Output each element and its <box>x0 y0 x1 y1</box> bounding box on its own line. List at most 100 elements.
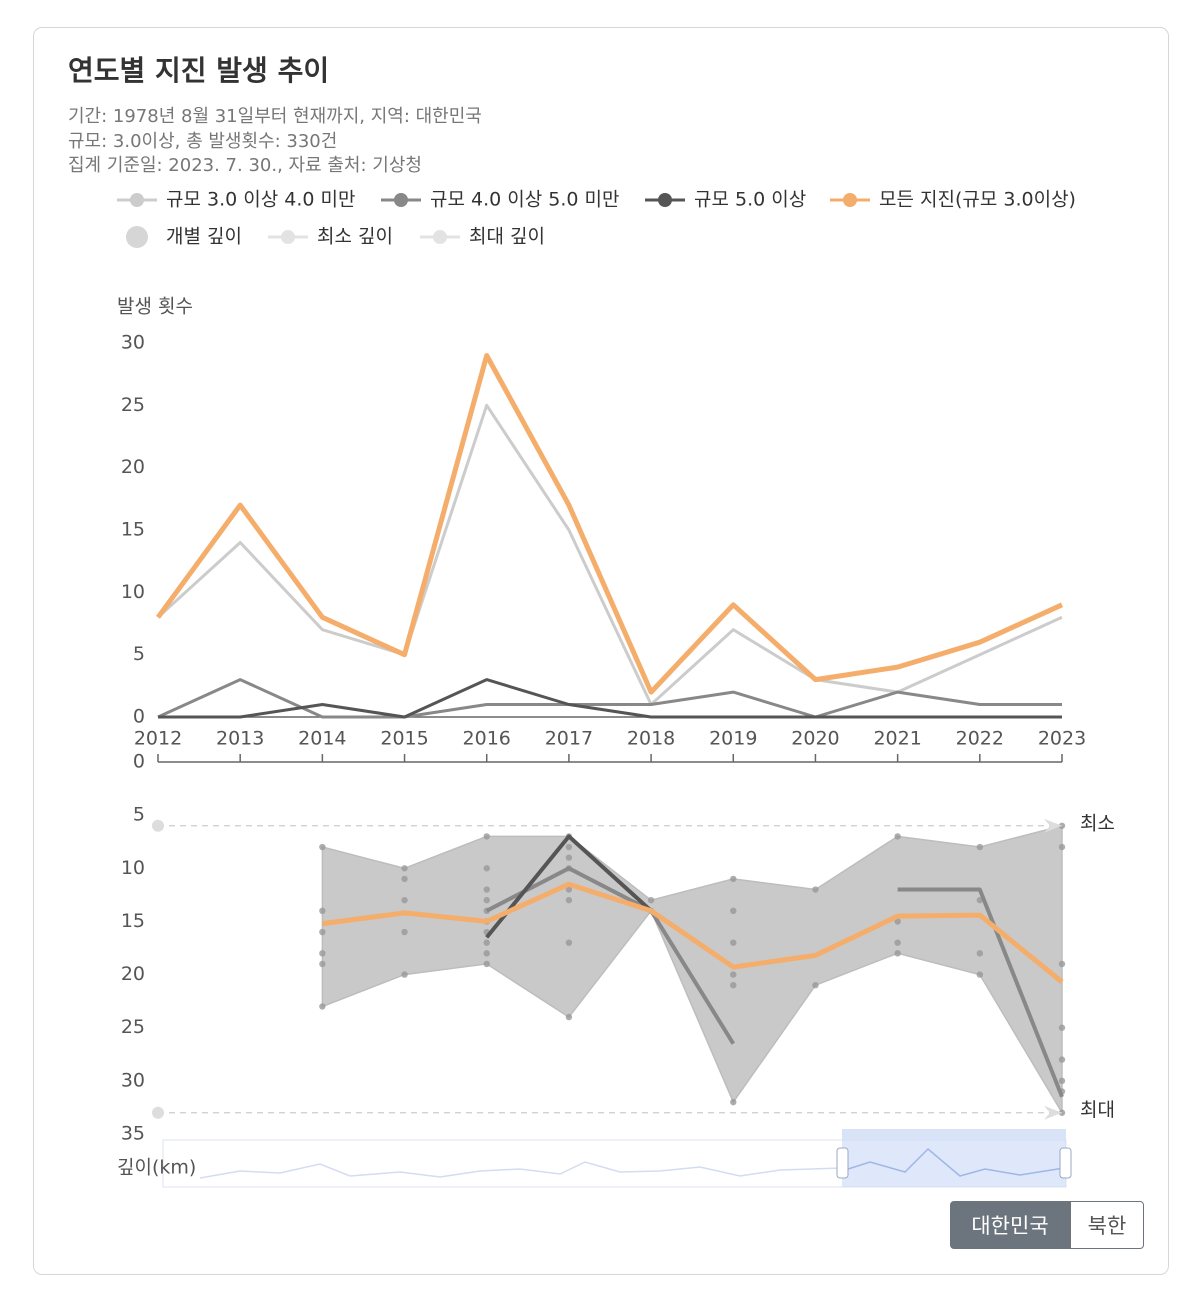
depth-point <box>976 843 984 851</box>
y-tick-label: 30 <box>121 332 145 354</box>
depth-point <box>1058 1077 1066 1085</box>
depth-point <box>565 1013 573 1021</box>
depth-point <box>1058 1056 1066 1063</box>
depth-point <box>401 896 408 904</box>
legend-symbol <box>130 193 144 207</box>
card <box>33 27 1169 1275</box>
depth-point <box>1058 960 1066 968</box>
mark-line-label: 최대 <box>1080 1099 1115 1121</box>
legend-item[interactable]: 규모 3.0 이상 4.0 미만 <box>117 189 355 211</box>
depth-point <box>483 960 490 968</box>
depth-point <box>730 939 737 946</box>
line-series <box>157 678 1062 719</box>
mark-line-arrow <box>1044 818 1062 833</box>
y-tick-label: 0 <box>133 706 145 728</box>
depth-point <box>565 886 573 893</box>
y-tick-label: 20 <box>121 456 145 478</box>
legend-item[interactable]: 규모 5.0 이상 <box>645 189 806 211</box>
depth-point <box>483 865 490 872</box>
y-tick-label: 20 <box>121 963 145 985</box>
legend-item[interactable]: 규모 4.0 이상 5.0 미만 <box>381 189 619 211</box>
y-axis-title: 깊이(km) <box>117 1157 196 1179</box>
depth-point <box>319 843 326 851</box>
legend-item[interactable]: 최소 깊이 <box>268 226 393 248</box>
depth-range-area <box>321 824 1063 1116</box>
mark-line-arrow <box>1044 1105 1062 1120</box>
slider-handle[interactable] <box>1059 1147 1072 1179</box>
legend-label: 최대 깊이 <box>469 226 545 248</box>
subtitle: 규모: 3.0이상, 총 발생횟수: 330건 <box>68 131 337 152</box>
y-tick-label: 5 <box>133 804 145 826</box>
legend-item[interactable]: 최대 깊이 <box>420 226 545 248</box>
depth-point <box>565 843 573 851</box>
x-tick-label: 2019 <box>709 728 757 750</box>
depth-point <box>812 982 819 989</box>
line-series <box>155 353 1064 695</box>
mark-line-label: 최소 <box>1080 812 1115 834</box>
subtitle: 기간: 1978년 8월 31일부터 현재까지, 지역: 대한민국 <box>68 106 482 127</box>
depth-point <box>976 971 984 978</box>
depth-point <box>1058 1024 1066 1031</box>
depth-point <box>730 875 737 883</box>
depth-point <box>730 1098 737 1106</box>
mark-line-start <box>152 1106 164 1119</box>
depth-point <box>401 971 408 978</box>
x-tick-label: 2022 <box>956 728 1004 750</box>
depth-point <box>401 928 408 936</box>
x-tick-label: 2020 <box>791 728 839 750</box>
slider-bar <box>842 1129 1066 1140</box>
y-axis-title: 발생 횟수 <box>117 296 193 318</box>
depth-point <box>401 865 408 872</box>
subtitle: 집계 기준일: 2023. 7. 30., 자료 출처: 기상청 <box>68 155 422 176</box>
zoom-slider[interactable] <box>162 1129 1072 1188</box>
depth-line <box>322 881 1064 984</box>
legend-item[interactable]: 개별 깊이 <box>126 226 242 249</box>
depth-point <box>894 939 901 946</box>
x-tick-label: 2023 <box>1038 728 1086 750</box>
depth-point <box>483 939 490 946</box>
depth-point <box>319 928 326 936</box>
legend-symbol <box>658 193 672 207</box>
y-tick-label: 30 <box>121 1069 145 1091</box>
legend-symbol <box>433 230 447 244</box>
y-tick-label: 15 <box>121 910 145 932</box>
x-tick-label: 2013 <box>216 728 264 750</box>
depth-point <box>647 896 655 904</box>
depth-point <box>565 896 573 904</box>
depth-point <box>1058 843 1066 851</box>
legend-label: 개별 깊이 <box>166 226 242 248</box>
y-tick-label: 0 <box>133 751 145 773</box>
legend-label: 규모 3.0 이상 4.0 미만 <box>166 189 355 211</box>
legend-label: 모든 지진(규모 3.0이상) <box>879 189 1076 211</box>
slider-selection <box>842 1140 1066 1187</box>
mark-line-start <box>152 819 164 832</box>
depth-point <box>483 950 490 957</box>
button[interactable]: 대한민국 <box>950 1201 1070 1249</box>
button[interactable]: 북한 <box>1070 1201 1144 1249</box>
depth-point <box>319 1003 326 1010</box>
legend-label: 규모 4.0 이상 5.0 미만 <box>430 189 619 211</box>
region-toggle: 대한민국 북한 <box>950 1201 1144 1249</box>
depth-point <box>401 875 408 883</box>
y-tick-label: 10 <box>121 857 145 879</box>
legend-item[interactable]: 모든 지진(규모 3.0이상) <box>830 189 1076 211</box>
depth-point <box>319 907 326 914</box>
depth-point <box>812 886 819 893</box>
slider-handle[interactable] <box>836 1147 849 1179</box>
y-tick-label: 15 <box>121 519 145 541</box>
legend-symbol <box>281 230 295 244</box>
y-tick-label: 25 <box>121 1016 145 1038</box>
x-tick-label: 2016 <box>463 728 511 750</box>
chart-title: 연도별 지진 발생 추이 <box>68 54 329 87</box>
depth-point <box>976 950 984 957</box>
depth-point <box>483 886 490 893</box>
x-tick-label: 2015 <box>380 728 428 750</box>
legend-symbol <box>843 193 857 207</box>
y-tick-label: 5 <box>133 643 145 665</box>
depth-point <box>565 854 573 861</box>
slider-sparkline <box>199 1161 843 1179</box>
depth-point <box>894 918 901 925</box>
depth-point <box>483 896 490 904</box>
legend-label: 규모 5.0 이상 <box>694 189 806 211</box>
